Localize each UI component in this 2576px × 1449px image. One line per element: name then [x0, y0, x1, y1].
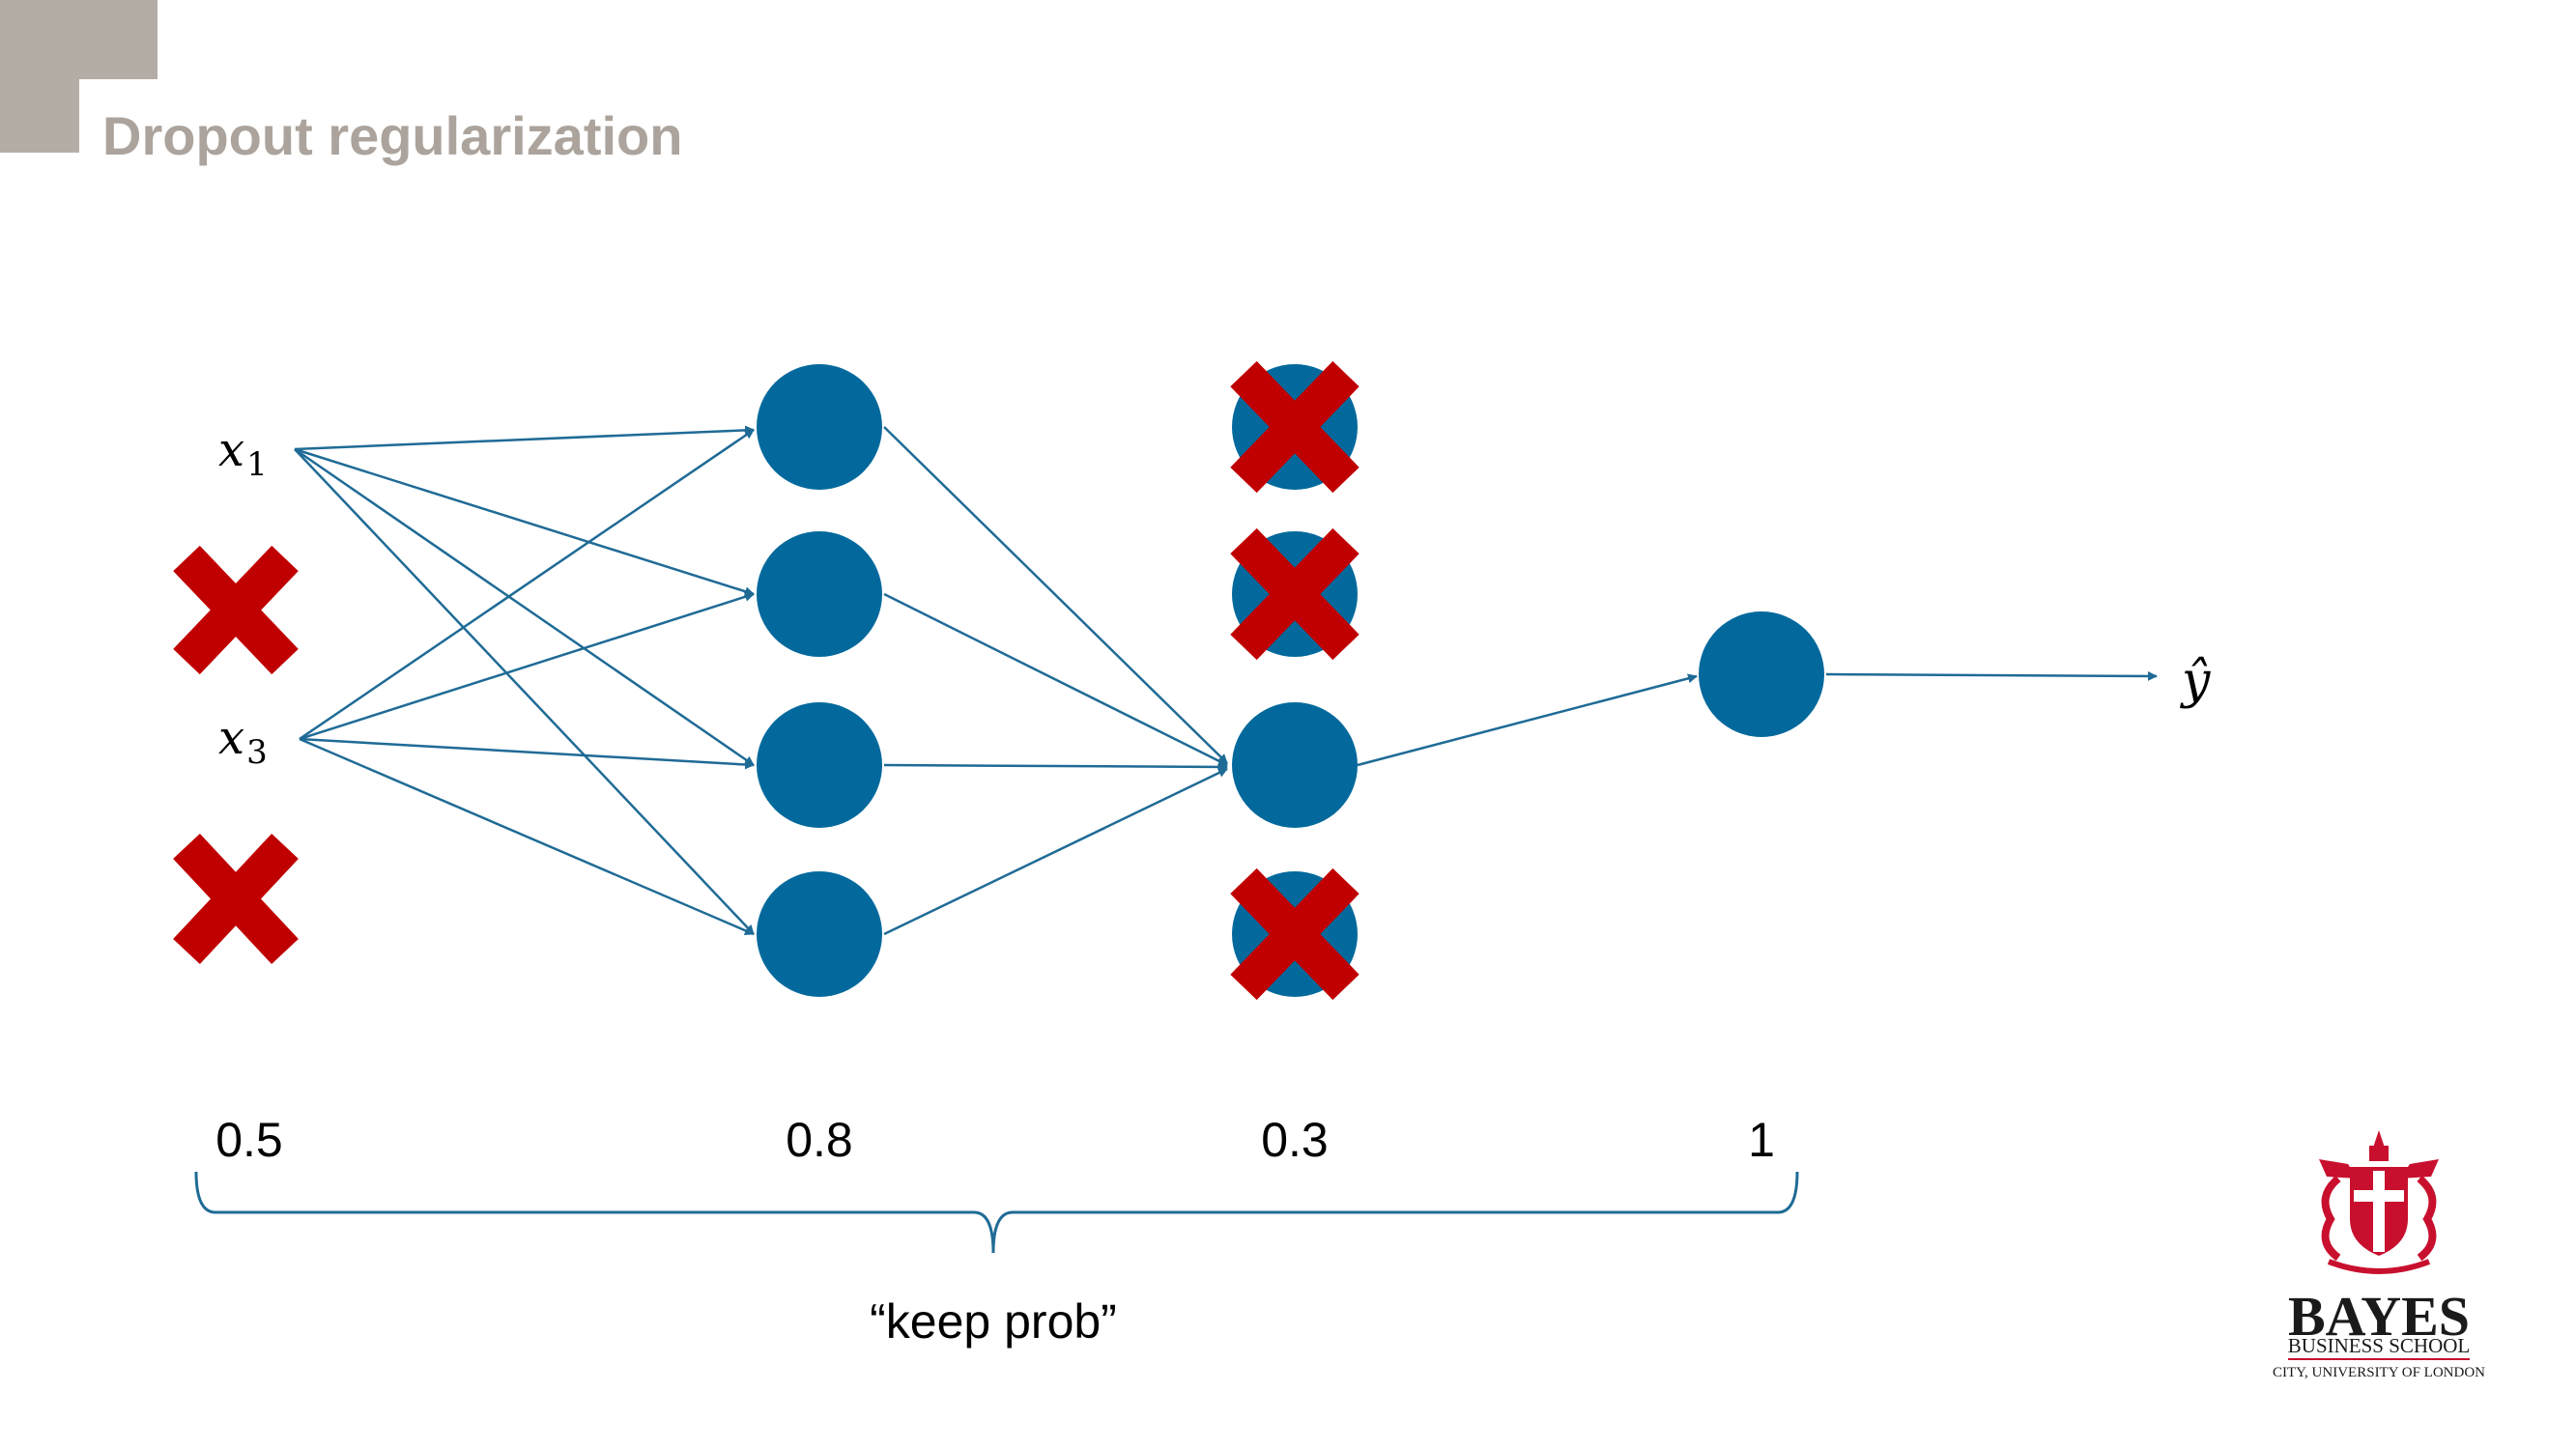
- dropout-cross-icon: [1230, 360, 1360, 494]
- dropout-cross-icon: [1230, 527, 1360, 661]
- edge-x1-h4: [294, 448, 755, 935]
- hidden1-node-4: [757, 871, 882, 997]
- edge-x3-h3: [299, 737, 755, 770]
- edge-x3-h4: [299, 737, 755, 936]
- dropout-cross-icon: [1230, 867, 1360, 1001]
- keep-prob-label: “keep prob”: [870, 1294, 1117, 1349]
- input-x1-label: x1: [218, 423, 268, 484]
- crest-icon: [2319, 1130, 2439, 1274]
- dropout-cross-icon: [173, 545, 299, 675]
- corner-decoration-vertical: [0, 0, 79, 153]
- output-node: [1699, 611, 1824, 737]
- edge-x1-h3: [294, 447, 755, 767]
- slide-title: Dropout regularization: [102, 105, 683, 166]
- logo-university: CITY, UNIVERSITY OF LONDON: [2273, 1365, 2485, 1380]
- keep-prob-value: 0.3: [1261, 1113, 1329, 1167]
- edge-h1-k: [883, 426, 1228, 764]
- edge-x1-h1: [294, 425, 755, 451]
- edge-h4-k: [883, 767, 1228, 936]
- bayes-logo: BAYES BUSINESS SCHOOL CITY, UNIVERSITY O…: [2273, 1130, 2485, 1380]
- hidden2-node-3: [1232, 702, 1358, 828]
- keep-prob-value: 1: [1748, 1113, 1775, 1167]
- keep-prob-value: 0.5: [215, 1113, 283, 1167]
- dropout-cross-icon: [173, 834, 299, 964]
- hidden1-node-2: [757, 531, 882, 657]
- keep-prob-value: 0.8: [786, 1113, 853, 1167]
- keep-prob-values: 0.5 0.8 0.3 1: [215, 1113, 1775, 1167]
- edge-h3-k: [883, 761, 1228, 772]
- output-yhat-label: ŷ: [2180, 652, 2211, 710]
- edge-x3-h1: [299, 428, 755, 741]
- logo-subtitle: BUSINESS SCHOOL: [2288, 1334, 2470, 1357]
- dropout-crosses: [173, 360, 1360, 1001]
- edge-out-yhat: [1825, 670, 2158, 681]
- edge-h2-k: [883, 592, 1228, 767]
- edge-x3-h2: [299, 591, 755, 741]
- keep-prob-brace: [194, 1171, 1799, 1254]
- edge-k-out: [1357, 673, 1698, 767]
- logo-name: BAYES: [2288, 1285, 2470, 1348]
- hidden1-node-1: [757, 364, 882, 490]
- edges: [294, 425, 2158, 936]
- edge-x1-h2: [294, 447, 755, 597]
- input-x3-label: x3: [218, 711, 268, 772]
- hidden1-node-3: [757, 702, 882, 828]
